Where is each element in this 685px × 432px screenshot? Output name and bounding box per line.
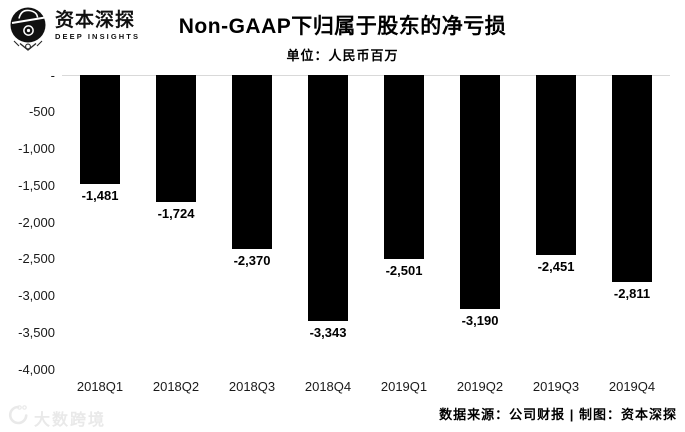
bar-2018Q3 — [232, 75, 272, 250]
x-tick-label: 2018Q2 — [152, 379, 200, 394]
bar-2018Q2 — [156, 75, 196, 202]
data-source-note: 数据来源：公司财报 | 制图：资本深探 — [439, 407, 677, 422]
bar-2019Q1 — [384, 75, 424, 259]
bar-value-label: -2,811 — [613, 285, 651, 301]
bar-value-label: -1,724 — [157, 205, 195, 221]
y-tick-label: - — [50, 67, 55, 83]
y-tick-label: -1,000 — [18, 141, 55, 156]
zero-gridline — [62, 75, 670, 76]
watermark: 大数跨境 — [6, 403, 106, 432]
y-tick-label: -500 — [28, 104, 55, 120]
bar-value-label: -2,501 — [385, 262, 423, 278]
bar-2018Q1 — [80, 75, 120, 184]
watermark-text: 大数跨境 — [34, 411, 107, 429]
x-tick-label: 2019Q1 — [380, 379, 428, 394]
x-tick-label: 2018Q1 — [76, 379, 124, 394]
y-tick-label: -2,500 — [18, 251, 55, 267]
y-tick-label: -1,500 — [18, 177, 55, 193]
x-tick-label: 2018Q4 — [304, 379, 352, 394]
bar-value-label: -3,190 — [461, 313, 499, 329]
y-tick-label: -4,000 — [18, 361, 55, 377]
y-tick-label: -3,500 — [18, 324, 55, 340]
detective-logo-icon — [8, 5, 50, 53]
x-tick-label: 2019Q3 — [532, 379, 580, 394]
bar-value-label: -2,370 — [233, 253, 271, 269]
y-tick-label: -3,000 — [18, 288, 55, 303]
brand-name-en: DEEP INSIGHTS — [55, 32, 141, 41]
bar-value-label: -3,343 — [309, 324, 347, 340]
x-tick-label: 2019Q4 — [608, 379, 656, 394]
brand-name-cn: 资本深探 — [55, 10, 136, 31]
bar-2019Q2 — [460, 75, 500, 310]
bar-2019Q3 — [536, 75, 576, 256]
bar-2018Q4 — [308, 75, 348, 321]
chart-unit-label: 单位：人民币百万 — [286, 48, 399, 63]
x-tick-label: 2019Q2 — [456, 379, 504, 394]
bar-value-label: -2,451 — [537, 259, 575, 275]
y-tick-label: -2,000 — [18, 214, 55, 230]
bar-2019Q4 — [612, 75, 652, 282]
watermark-logo-icon — [6, 403, 30, 432]
brand-logo: 资本深探 DEEP INSIGHTS — [8, 5, 140, 53]
x-tick-label: 2018Q3 — [228, 379, 276, 394]
bar-value-label: -1,481 — [81, 187, 119, 203]
chart-title: Non-GAAP下归属于股东的净亏损 — [178, 15, 507, 38]
